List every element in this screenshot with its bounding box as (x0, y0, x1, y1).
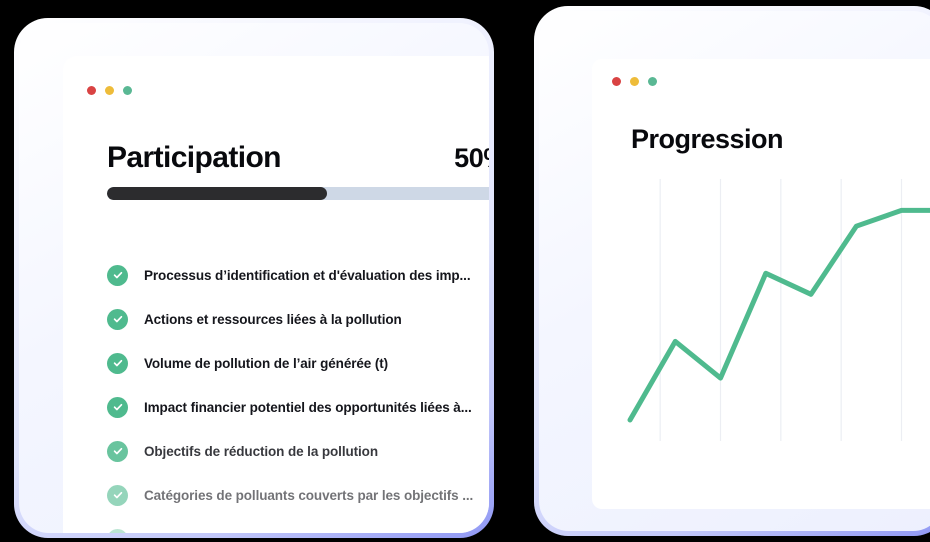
check-icon (107, 264, 128, 286)
check-icon (107, 396, 128, 418)
check-icon (107, 440, 128, 462)
checklist-item-label: Catégories de polluants couverts par les… (144, 487, 474, 503)
close-icon[interactable] (87, 86, 96, 95)
right-device-screen: Progression (539, 11, 930, 531)
check-icon (107, 308, 128, 330)
participation-percent: 50% (454, 143, 489, 173)
close-icon[interactable] (612, 77, 621, 86)
checklist-item[interactable]: Actions et ressources liées à la polluti… (107, 297, 489, 341)
left-device-shell: Participation 50% Processus d’identifica… (14, 18, 494, 538)
checklist-item[interactable]: Volume de pollution de l’air générée (t) (107, 341, 489, 385)
progress-bar-track (107, 187, 489, 200)
chart-gridlines (659, 179, 903, 441)
checklist: Processus d’identification et d'évaluati… (107, 253, 489, 533)
checklist-item[interactable]: Catégories de polluants couverts par les… (107, 473, 489, 517)
minimize-icon[interactable] (630, 77, 639, 86)
page-title: Participation (107, 141, 282, 174)
checklist-item-label: Volume de pollution de l’air générée (t) (144, 355, 389, 371)
window-controls-right (612, 77, 657, 86)
checklist-item-label: Impact financier potentiel des opportuni… (144, 399, 472, 415)
checklist-item-label: Seuils écologiques inclus dans la défini… (144, 532, 477, 534)
checklist-item[interactable]: Objectifs de réduction de la pollution (107, 429, 489, 473)
chart-line-series (627, 207, 930, 423)
check-icon (107, 528, 128, 533)
progression-title: Progression (631, 124, 784, 154)
checklist-item[interactable]: Impact financier potentiel des opportuni… (107, 385, 489, 429)
progress-bar-fill (107, 187, 327, 200)
right-device-shell: Progression (534, 6, 930, 536)
progression-window: Progression (592, 59, 930, 509)
check-icon (107, 484, 128, 506)
checklist-item[interactable]: Processus d’identification et d'évaluati… (107, 253, 489, 297)
checklist-item[interactable]: Seuils écologiques inclus dans la défini… (107, 517, 489, 533)
checklist-item-label: Objectifs de réduction de la pollution (144, 443, 378, 459)
check-icon (107, 352, 128, 374)
participation-header: Participation 50% (107, 141, 489, 175)
participation-window: Participation 50% Processus d’identifica… (63, 56, 489, 533)
maximize-icon[interactable] (648, 77, 657, 86)
minimize-icon[interactable] (105, 86, 114, 95)
checklist-item-label: Actions et ressources liées à la polluti… (144, 311, 402, 327)
maximize-icon[interactable] (123, 86, 132, 95)
left-device-screen: Participation 50% Processus d’identifica… (19, 23, 489, 533)
window-controls-left (87, 86, 132, 95)
checklist-item-label: Processus d’identification et d'évaluati… (144, 267, 471, 283)
progression-line-chart (627, 179, 930, 441)
chart-svg (627, 179, 930, 441)
